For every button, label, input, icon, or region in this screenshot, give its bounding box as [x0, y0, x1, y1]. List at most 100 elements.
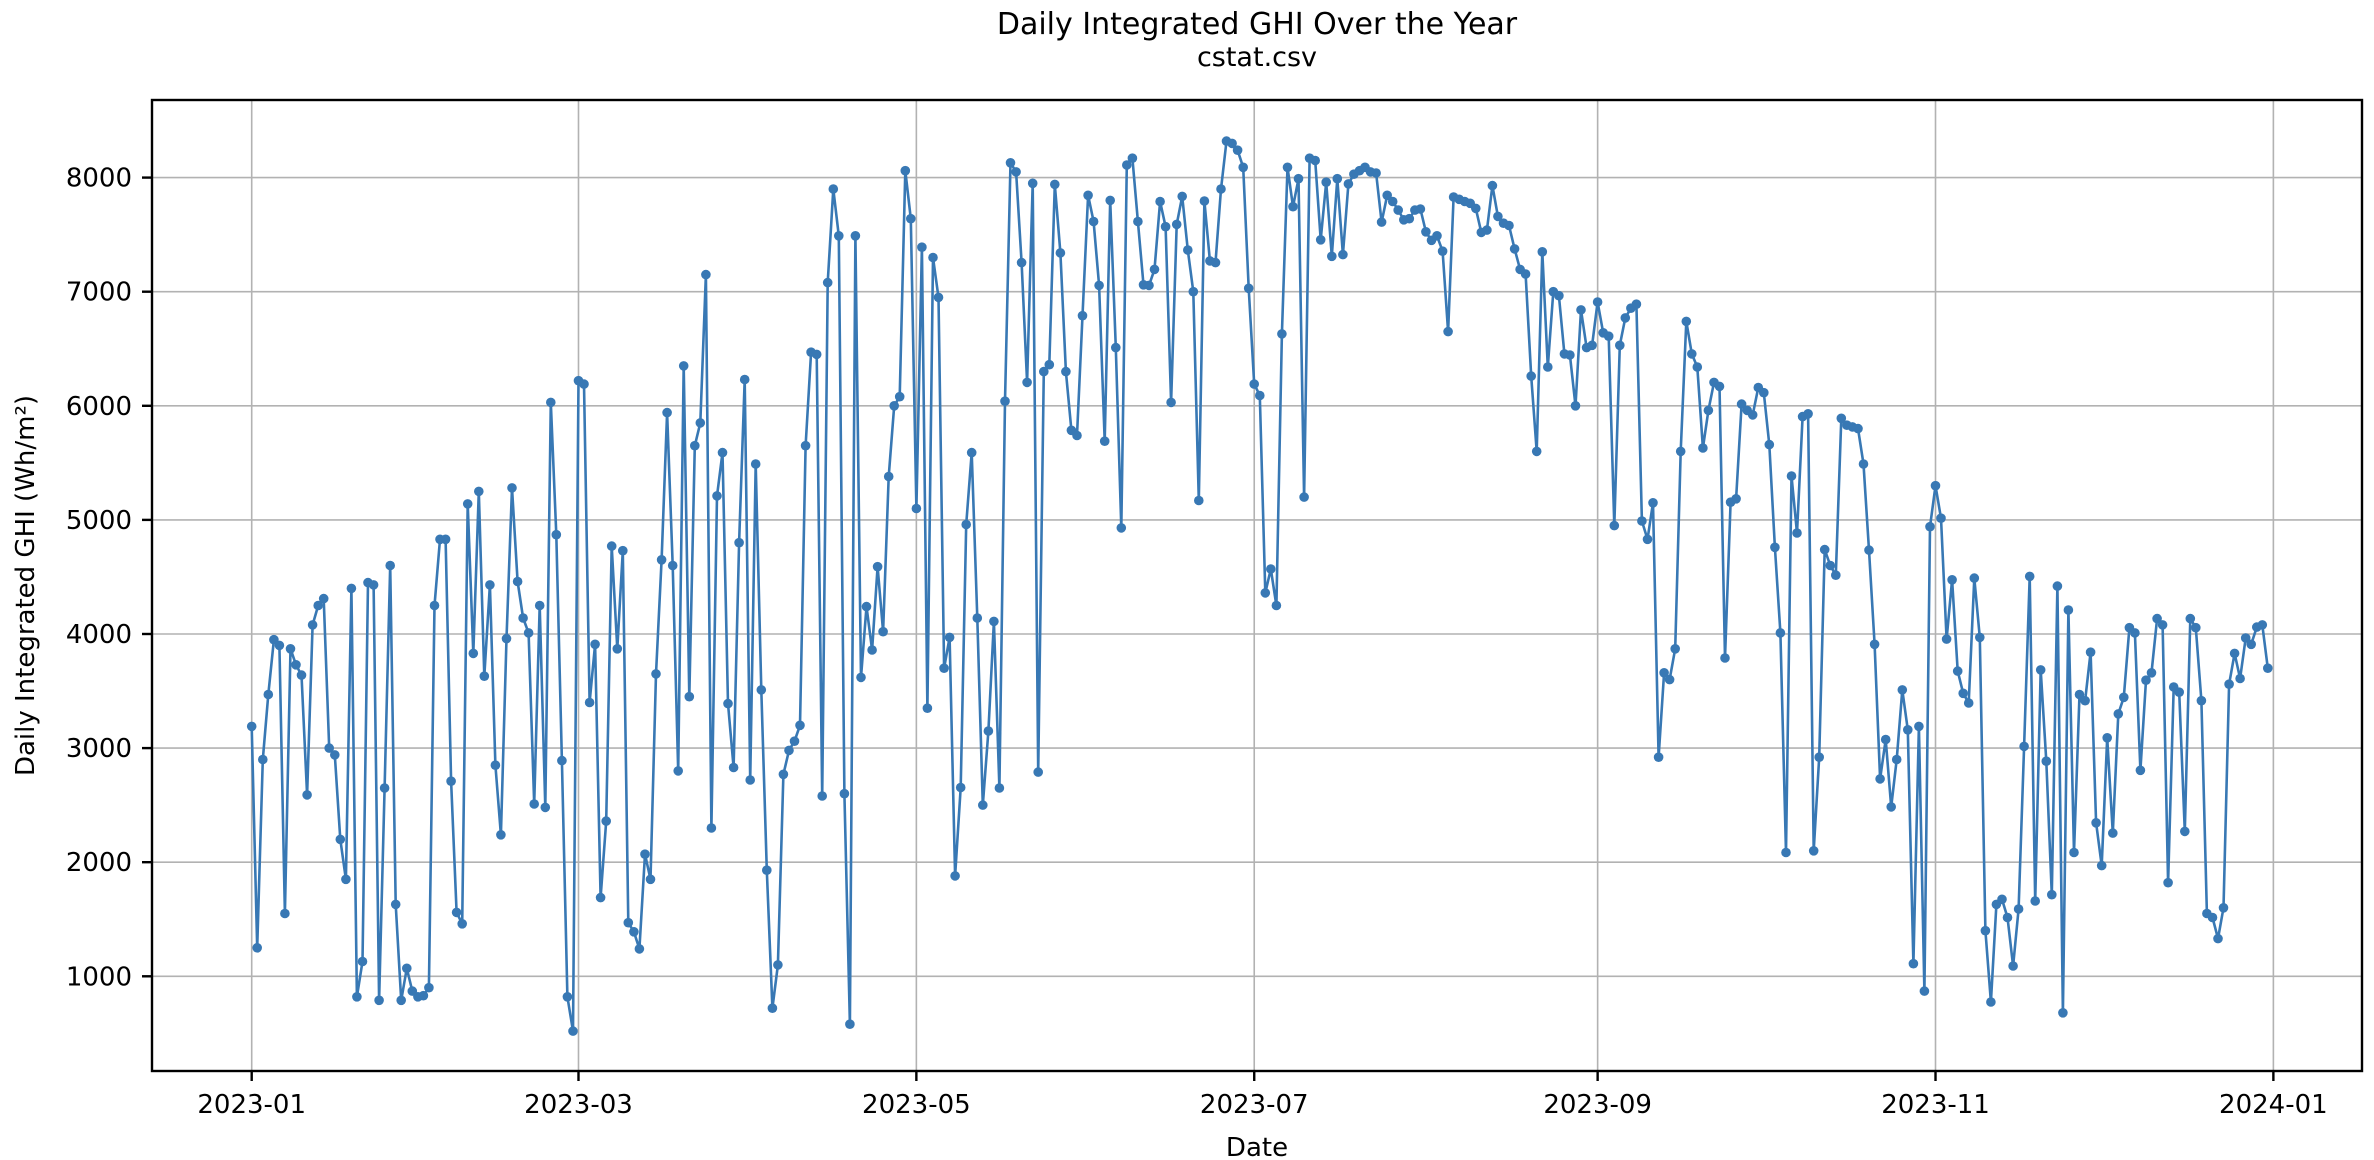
data-point-marker: [2257, 620, 2268, 630]
data-point-marker: [745, 775, 755, 785]
data-point-marker: [1919, 986, 1930, 996]
data-point-marker: [357, 956, 368, 967]
data-point-marker: [723, 698, 733, 709]
data-point-marker: [1133, 216, 1143, 227]
data-point-marker: [1188, 286, 1199, 297]
data-point-marker: [1194, 495, 1204, 506]
data-point-marker: [1199, 196, 1210, 206]
data-point-marker: [972, 613, 983, 623]
data-point-marker: [1637, 516, 1647, 526]
data-point-marker: [2240, 633, 2251, 643]
data-point-marker: [1238, 162, 1248, 173]
data-point-marker: [1232, 145, 1243, 155]
data-point-marker: [2130, 628, 2140, 638]
data-point-marker: [1576, 305, 1586, 315]
data-point-marker: [2163, 877, 2173, 888]
data-point-marker: [1094, 280, 1104, 291]
data-point-marker: [1520, 269, 1531, 279]
data-point-marker: [1908, 958, 1919, 969]
data-point-marker: [2263, 663, 2273, 673]
data-point-marker: [1747, 410, 1758, 420]
data-point-marker: [1099, 436, 1110, 447]
data-point-marker: [784, 745, 794, 756]
data-point-marker: [1005, 158, 1016, 168]
data-point-marker: [2102, 733, 2112, 743]
data-point-marker: [773, 960, 783, 970]
data-point-marker: [1952, 666, 1963, 676]
data-point-marker: [883, 471, 894, 482]
data-point-marker: [662, 407, 672, 418]
data-point-marker: [324, 743, 335, 753]
data-point-marker: [878, 626, 888, 637]
data-point-marker: [2019, 741, 2029, 752]
data-point-marker: [601, 816, 611, 826]
data-point-marker: [1210, 257, 1221, 268]
data-point-marker: [551, 529, 562, 540]
data-point-marker: [978, 800, 988, 810]
data-point-marker: [2113, 709, 2124, 719]
data-point-marker: [529, 799, 539, 809]
data-point-marker: [690, 440, 700, 451]
data-point-marker: [440, 534, 451, 545]
data-point-marker: [922, 703, 933, 713]
data-point-marker: [1603, 331, 1614, 342]
data-point-marker: [1387, 196, 1398, 207]
y-tick-label: 5000: [66, 506, 132, 536]
data-point-marker: [1144, 280, 1154, 291]
data-point-marker: [462, 499, 473, 509]
y-tick-label: 8000: [66, 164, 132, 194]
y-tick-label: 6000: [66, 392, 132, 422]
data-point-marker: [318, 593, 329, 604]
data-point-marker: [750, 459, 761, 469]
data-point-marker: [402, 963, 412, 974]
data-point-marker: [1288, 201, 1298, 212]
data-point-marker: [302, 790, 312, 800]
data-point-marker: [1127, 153, 1138, 163]
data-point-marker: [961, 519, 971, 530]
x-tick-label: 2023-01: [197, 1090, 306, 1120]
data-point-marker: [1764, 439, 1775, 450]
y-tick-label: 4000: [66, 620, 132, 650]
data-point-marker: [1958, 688, 1968, 699]
data-point-marker: [1415, 204, 1426, 214]
data-point-marker: [1792, 528, 1802, 538]
data-point-marker: [1376, 217, 1387, 227]
data-point-marker: [1936, 513, 1946, 523]
data-point-marker: [2218, 903, 2229, 913]
data-point-marker: [451, 907, 462, 918]
data-point-marker: [1675, 446, 1686, 457]
data-point-marker: [966, 447, 977, 458]
data-point-marker: [756, 685, 767, 695]
data-point-marker: [2141, 675, 2151, 685]
x-tick-label: 2023-05: [862, 1090, 971, 1120]
data-point-marker: [701, 269, 711, 280]
data-point-marker: [2146, 668, 2157, 678]
data-point-marker: [379, 783, 390, 793]
data-point-marker: [595, 892, 606, 903]
data-point-marker: [1808, 846, 1819, 856]
chart-subtitle: cstat.csv: [1197, 42, 1317, 73]
data-point-marker: [1969, 573, 1980, 583]
data-point-marker: [1243, 283, 1254, 294]
data-point-marker: [618, 545, 628, 556]
data-point-marker: [2119, 692, 2129, 703]
data-point-marker: [313, 600, 324, 611]
data-point-marker: [1670, 644, 1680, 654]
data-point-marker: [1997, 894, 2007, 905]
data-point-marker: [1083, 190, 1093, 201]
data-point-marker: [1022, 377, 1032, 388]
data-point-marker: [839, 788, 850, 799]
data-point-marker: [1471, 203, 1481, 214]
x-tick-label: 2023-07: [1200, 1090, 1309, 1120]
data-point-marker: [1338, 249, 1348, 260]
data-point-marker: [811, 349, 822, 360]
x-tick-label: 2023-09: [1543, 1090, 1652, 1120]
data-point-marker: [579, 379, 589, 389]
data-point-marker: [2235, 673, 2245, 684]
data-point-marker: [1687, 349, 1697, 359]
data-point-marker: [767, 1003, 778, 1013]
data-point-marker: [1072, 430, 1082, 441]
data-point-marker: [1825, 560, 1836, 571]
